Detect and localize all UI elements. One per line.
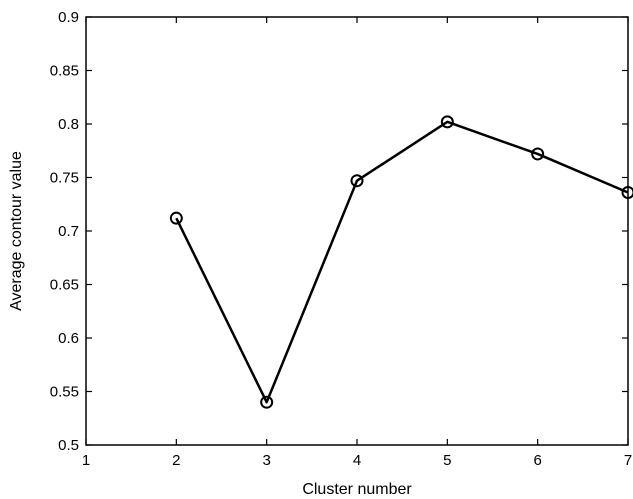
data-point-marker [169,211,183,225]
data-series [169,115,633,409]
data-point-marker [621,185,633,199]
x-tick-label: 3 [262,452,270,469]
plot-frame [85,16,629,446]
y-tick-label: 0.85 [50,63,79,80]
x-axis-title: Cluster number [302,481,412,498]
x-tick-label: 4 [353,452,361,469]
y-tick-label: 0.55 [50,384,79,401]
x-tick-label: 2 [172,452,180,469]
data-point-marker [350,174,364,188]
y-tick-label: 0.8 [58,116,79,133]
data-point-marker [260,395,274,409]
x-tick-label: 1 [82,452,90,469]
y-tick-label: 0.75 [50,170,79,187]
data-point-marker [440,115,454,129]
y-tick-label: 0.7 [58,223,79,240]
y-tick-label: 0.65 [50,277,79,294]
data-point-marker [531,147,545,161]
x-axis-ticks: 1 2 3 4 5 6 7 [82,17,632,469]
y-tick-label: 0.9 [58,9,79,26]
y-tick-label: 0.6 [58,330,79,347]
y-tick-label: 0.5 [58,437,79,454]
x-tick-label: 6 [533,452,541,469]
y-axis-ticks: 0.5 0.55 0.6 0.65 0.7 0.75 0.8 0.85 0.9 [50,9,628,454]
x-tick-label: 5 [443,452,451,469]
y-axis-title: Average contour value [8,151,25,311]
x-tick-label: 7 [624,452,632,469]
series-line [175,120,629,404]
